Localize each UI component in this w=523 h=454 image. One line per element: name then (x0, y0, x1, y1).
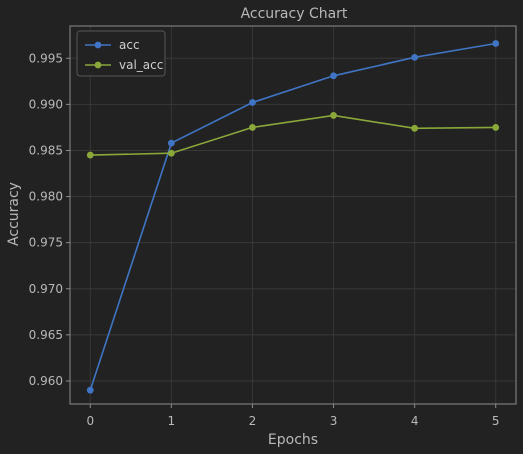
data-point-acc (492, 40, 500, 47)
y-tick-label: 0.990 (29, 97, 63, 111)
data-point-val-acc (167, 149, 175, 157)
x-tick-label: 0 (86, 414, 94, 428)
legend-marker-val-acc (94, 61, 102, 69)
chart-title: Accuracy Chart (241, 6, 348, 22)
data-point-acc (167, 139, 175, 147)
x-tick-label: 2 (249, 414, 257, 428)
y-tick-label: 0.965 (29, 328, 63, 342)
series-line-val-acc (90, 114, 496, 156)
data-point-val-acc (330, 112, 337, 119)
data-point-val-acc (492, 124, 500, 131)
data-point-val-acc (86, 151, 94, 159)
data-point-val-acc (249, 124, 256, 131)
data-point-acc (330, 72, 337, 80)
x-axis-title: Epochs (268, 432, 318, 448)
data-point-val-acc (411, 124, 419, 132)
legend-label-acc: acc (119, 38, 140, 52)
y-tick-label: 0.995 (29, 51, 63, 65)
y-tick-label: 0.985 (29, 143, 63, 157)
legend-label-val-acc: val_acc (119, 58, 163, 72)
series-line-acc (89, 42, 496, 391)
data-point-acc (411, 53, 419, 61)
data-point-acc (86, 386, 94, 394)
data-point-acc (249, 99, 256, 106)
legend-marker-acc (94, 41, 102, 49)
y-axis-title: Accuracy (6, 182, 22, 246)
x-tick-label: 4 (411, 414, 419, 428)
x-tick-label: 3 (330, 414, 338, 428)
y-tick-label: 0.980 (29, 190, 63, 204)
plot-frame (69, 25, 517, 405)
plot-area: 0 1 2 3 4 5 0.960 0.965 0.970 0.975 0.980 0.985 0.99… (29, 25, 517, 428)
y-tick-label: 0.960 (29, 374, 63, 388)
y-tick-label: 0.975 (29, 236, 63, 250)
x-tick-label: 5 (492, 414, 500, 428)
y-tick-label: 0.970 (29, 282, 63, 296)
x-tick-label: 1 (168, 414, 176, 428)
plot-background (70, 26, 516, 404)
